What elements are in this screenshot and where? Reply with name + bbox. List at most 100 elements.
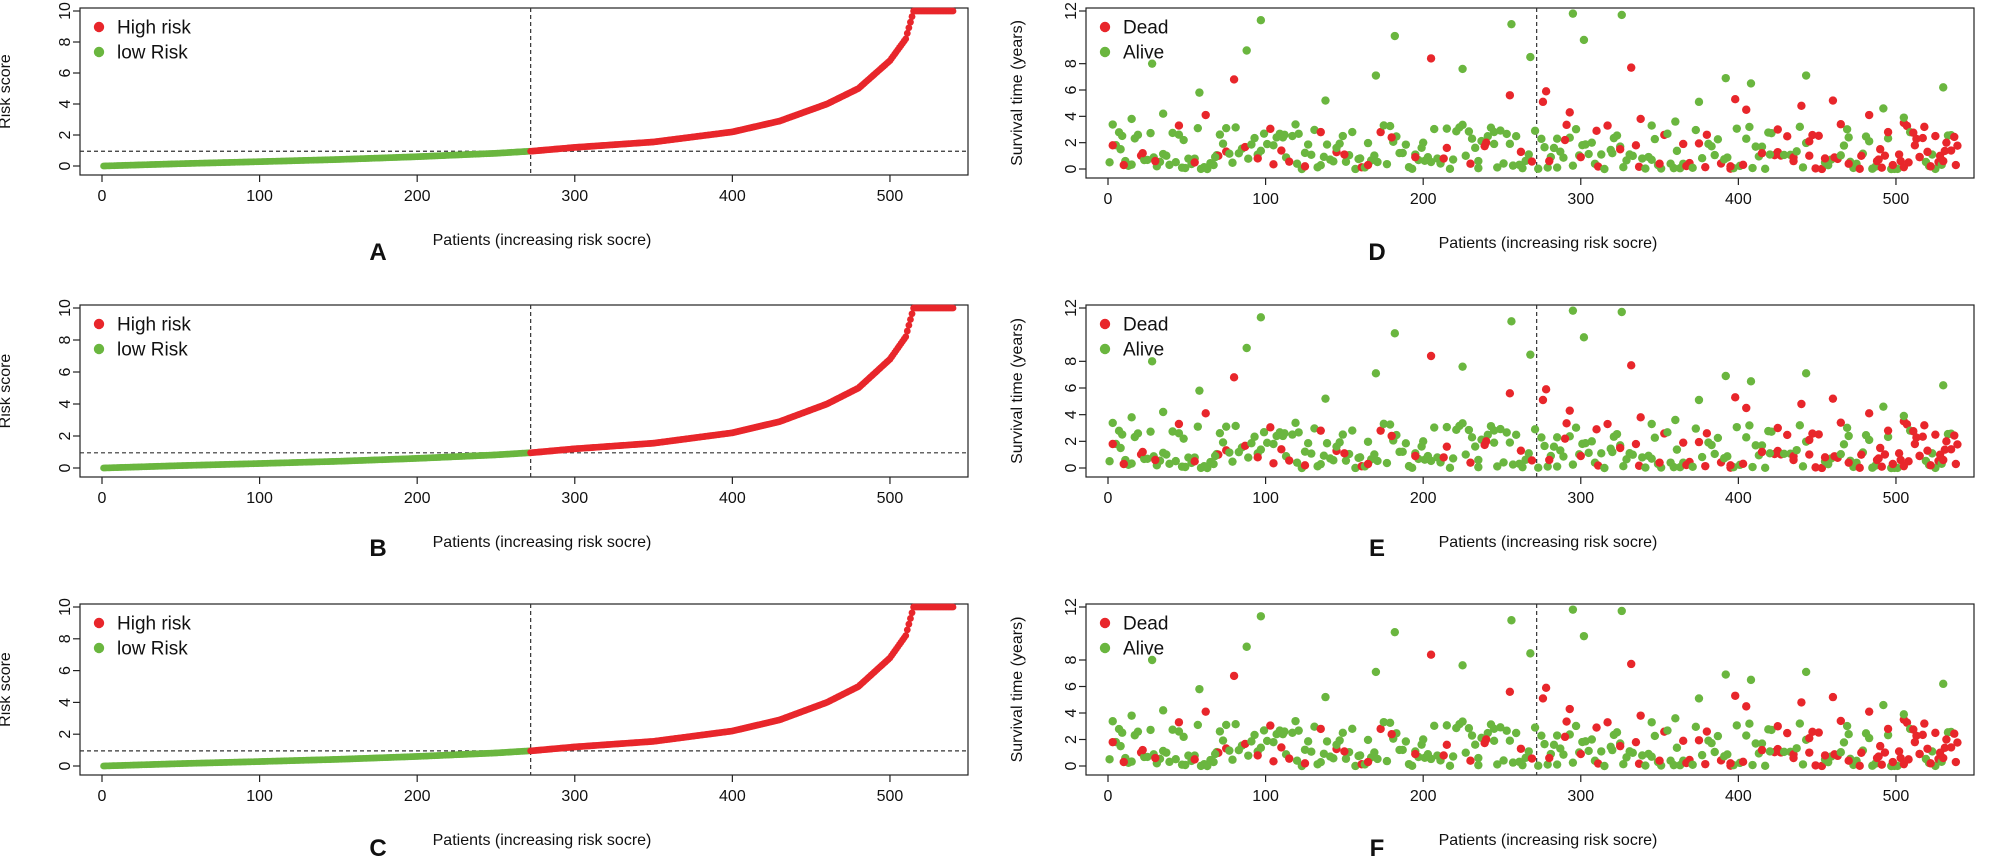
alive-point — [1508, 161, 1518, 170]
alive-point — [1530, 425, 1540, 434]
alive-point — [1242, 46, 1251, 55]
dead-point — [1138, 149, 1147, 158]
dead-point — [1731, 393, 1740, 402]
y-axis-label: Survival time (years) — [1009, 318, 1026, 464]
alive-point — [1707, 440, 1716, 450]
alive-point — [1181, 760, 1190, 770]
alive-point — [1398, 745, 1407, 755]
dead-point — [1482, 735, 1491, 744]
x-tick-label: 300 — [561, 788, 588, 805]
alive-point — [1864, 733, 1874, 743]
alive-point — [1127, 160, 1136, 169]
alive-point — [1310, 424, 1319, 433]
alive-point — [1534, 761, 1543, 770]
legend-marker — [93, 642, 105, 654]
dead-point — [1615, 443, 1625, 453]
alive-point — [1579, 333, 1589, 342]
dead-point — [1190, 158, 1199, 167]
dead-point — [1773, 125, 1782, 134]
alive-point — [1321, 692, 1330, 702]
alive-point — [1382, 756, 1392, 766]
dead-point — [1872, 753, 1882, 763]
high-risk-point — [902, 333, 910, 341]
alive-point — [1316, 758, 1325, 767]
alive-point — [1464, 127, 1474, 136]
x-tick-label: 200 — [1410, 191, 1437, 208]
alive-point — [1108, 120, 1117, 129]
alive-point — [1165, 757, 1174, 767]
dead-point — [1631, 737, 1641, 747]
x-axis-label: Patients (increasing risk socre) — [1439, 534, 1658, 551]
dead-point — [1880, 151, 1890, 160]
alive-point — [1798, 760, 1808, 769]
dead-point — [1805, 435, 1814, 445]
alive-point — [1426, 157, 1436, 167]
alive-point — [1338, 728, 1348, 738]
alive-point — [1883, 134, 1893, 143]
dead-point — [1174, 718, 1184, 727]
alive-point — [1521, 455, 1530, 464]
alive-point — [1445, 463, 1455, 473]
dead-point — [1505, 687, 1515, 696]
alive-point — [1371, 667, 1381, 677]
alive-point — [1899, 710, 1909, 719]
alive-point — [1628, 748, 1637, 758]
x-tick-label: 0 — [98, 788, 107, 805]
y-tick-label: 8 — [1063, 357, 1080, 366]
alive-point — [1792, 445, 1801, 455]
legend-marker — [93, 617, 105, 629]
alive-point — [1398, 148, 1407, 158]
alive-point — [1221, 720, 1231, 730]
dead-point — [1926, 461, 1935, 470]
y-tick-label: 4 — [57, 698, 74, 707]
alive-point — [1767, 427, 1776, 436]
dead-point — [1229, 671, 1239, 681]
alive-point — [1543, 163, 1552, 172]
alive-point — [1571, 721, 1581, 731]
dead-point — [1942, 138, 1951, 147]
alive-point — [1256, 612, 1266, 621]
alive-point — [1879, 700, 1888, 710]
alive-point — [1568, 460, 1578, 469]
x-axis-label: Patients (increasing risk socre) — [1439, 832, 1658, 849]
dead-point — [1627, 63, 1636, 72]
dead-point — [1229, 373, 1239, 382]
x-axis-label: Patients (increasing risk socre) — [1439, 235, 1658, 252]
alive-point — [1467, 433, 1477, 442]
alive-point — [1341, 754, 1351, 763]
alive-point — [1559, 750, 1568, 759]
alive-point — [1341, 157, 1351, 166]
alive-point — [1370, 151, 1379, 160]
dead-point — [1820, 154, 1830, 163]
alive-point — [1105, 158, 1114, 167]
alive-point — [1713, 731, 1723, 741]
dead-point — [1918, 730, 1927, 740]
y-tick-label: 2 — [1063, 437, 1080, 446]
dead-point — [1285, 754, 1294, 763]
dead-point — [1560, 434, 1570, 443]
dead-point — [1439, 751, 1448, 760]
x-tick-label: 300 — [1567, 490, 1594, 507]
dead-point — [1340, 449, 1349, 458]
plot-frame — [1085, 603, 1975, 776]
dead-point — [1138, 745, 1147, 755]
alive-point — [1426, 456, 1436, 466]
x-tick-label: 500 — [877, 490, 904, 507]
dead-point — [1442, 740, 1452, 749]
alive-point — [1209, 459, 1218, 469]
alive-point — [1581, 140, 1590, 149]
alive-point — [1568, 605, 1578, 614]
legend-marker — [1099, 21, 1111, 33]
alive-point — [1502, 428, 1511, 437]
legend-label: Alive — [1123, 43, 1164, 64]
alive-point — [1470, 740, 1480, 749]
dead-point — [1277, 743, 1286, 752]
alive-point — [1723, 153, 1732, 162]
alive-point — [1291, 418, 1300, 428]
alive-point — [1461, 450, 1470, 459]
legend-marker — [93, 343, 105, 355]
alive-point — [1801, 667, 1811, 677]
dead-point — [1888, 459, 1898, 469]
alive-point — [1316, 459, 1325, 469]
alive-point — [1540, 441, 1549, 451]
